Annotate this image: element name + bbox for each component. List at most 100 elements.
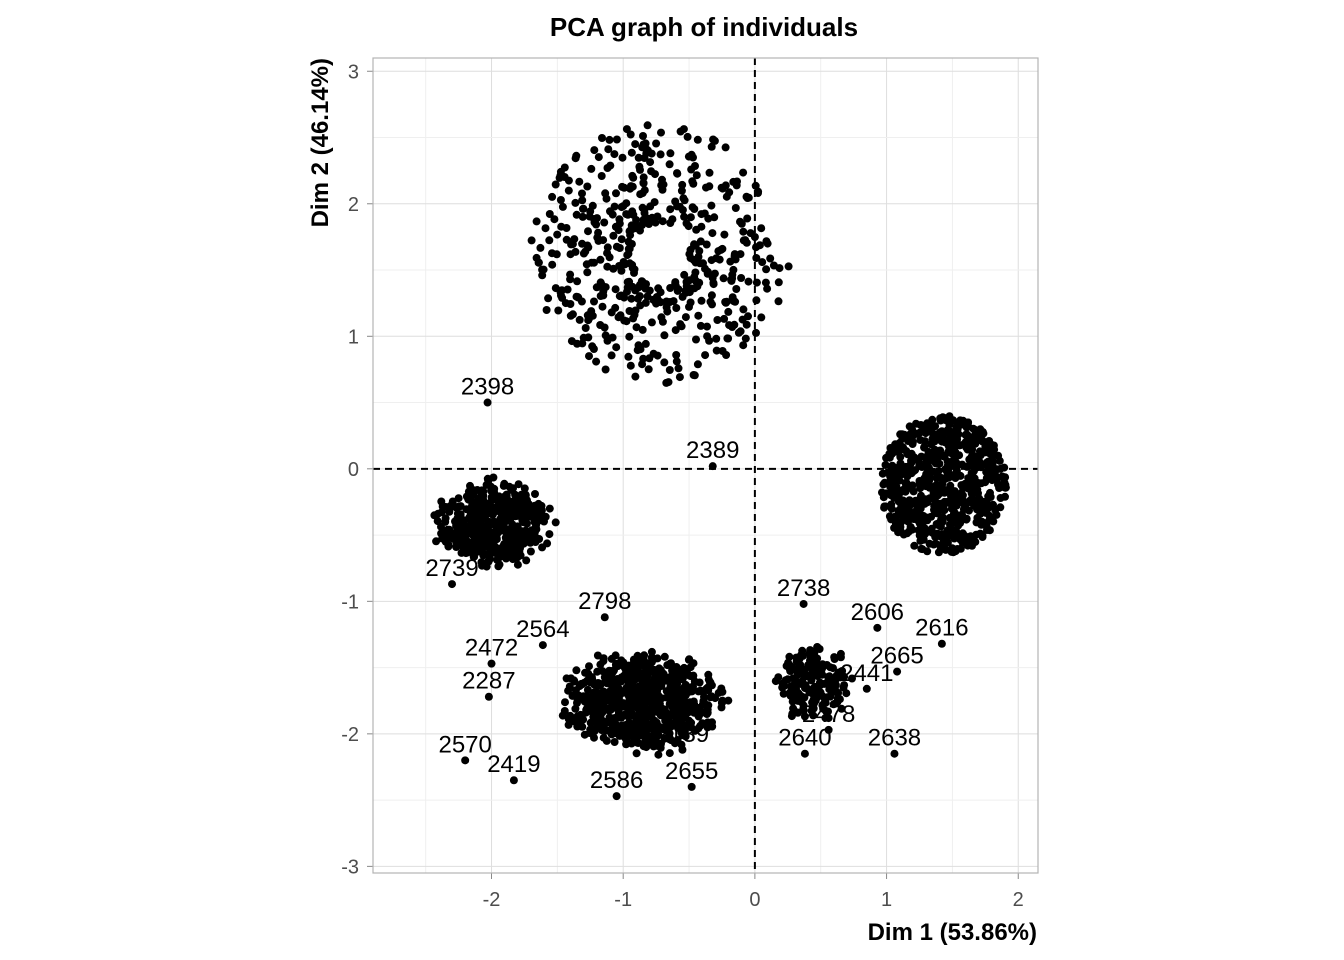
data-point-ring-top [631,140,640,149]
data-point-ring-top [536,243,545,252]
data-point-blob-left [432,537,441,546]
data-point-blob-left [495,492,504,501]
data-point-ring-top [656,298,665,307]
data-point-blob-left [489,473,498,482]
data-point-ring-top [643,121,652,130]
data-point-disc-right [941,465,950,474]
data-point-ring-top [680,270,689,279]
data-point-disc-right [898,497,907,506]
data-point-blob-bottom-right [805,688,814,697]
data-point-blob-left [522,556,531,565]
data-point-ring-top [538,271,547,280]
data-point-ring-top [736,250,745,259]
data-point-ring-top [590,297,598,306]
data-point-ring-top [750,233,759,241]
data-point-ring-top [577,297,586,306]
data-point-blob-bottom [567,674,575,683]
data-point-blob-left [462,527,471,536]
data-point-ring-top [579,249,588,258]
data-point-blob-left [535,535,544,543]
data-point-ring-top [737,274,746,282]
data-point-ring-top [538,265,547,274]
data-point-disc-right [880,478,889,487]
data-point-blob-bottom [584,669,593,678]
data-point-ring-top [725,188,734,197]
data-point-ring-top [657,128,665,137]
data-point-ring-top [594,228,603,237]
data-point-ring-top [583,268,592,277]
data-point-blob-left [487,507,495,515]
data-point-blob-bottom [634,705,643,714]
data-point-disc-right [908,499,917,508]
data-point-blob-bottom [682,683,691,691]
data-point-blob-bottom [617,722,626,731]
data-point-blob-bottom [619,732,628,741]
data-point-ring-top [611,303,620,312]
data-point-ring-top [557,286,566,295]
data-point-ring-top [687,165,696,174]
data-point-ring-top [633,346,642,355]
data-point-ring-top [688,203,697,212]
data-point-blob-bottom-right [809,696,818,705]
y-tick-label: -1 [341,591,359,613]
data-point-blob-left [545,530,554,539]
data-point-disc-right [920,442,929,451]
data-point-ring-top [729,177,738,186]
data-point-ring-top [562,235,571,244]
data-point-ring-top [677,322,686,331]
data-point-disc-right [955,496,964,505]
data-point-disc-right [880,502,889,511]
data-point-ring-top [653,212,662,221]
data-point-ring-top [726,257,735,266]
data-point-ring-top [541,224,550,233]
data-point-blob-left [457,518,466,527]
data-point-disc-right [971,426,980,434]
data-point-ring-top [639,179,648,188]
labeled-point [824,725,833,734]
labeled-point [483,398,492,407]
labeled-point [678,745,687,754]
labeled-point [862,684,871,693]
data-point-ring-top [703,332,712,341]
data-point-blob-left [478,561,486,570]
data-point-blob-bottom [617,700,626,709]
data-point-blob-left [460,534,469,543]
data-point-ring-top [601,283,610,292]
data-point-blob-left [517,492,526,501]
data-point-blob-bottom-right [825,685,834,694]
data-point-ring-top [545,210,554,218]
data-point-blob-bottom-right [837,704,846,713]
data-point-ring-top [587,307,596,316]
data-point-blob-bottom [641,683,650,692]
data-point-blob-bottom [686,663,695,672]
data-point-ring-top [762,265,771,274]
data-point-blob-left [466,494,475,503]
data-point-ring-top [718,184,727,193]
data-point-disc-right [926,450,935,459]
data-point-ring-top [665,298,674,306]
data-point-ring-top [572,210,581,219]
data-point-blob-bottom [654,750,663,759]
data-point-blob-bottom [637,656,646,665]
data-point-blob-bottom [600,673,609,682]
labeled-point [448,580,457,589]
data-point-ring-top [741,236,750,245]
data-point-disc-right [973,478,982,487]
data-point-ring-top [640,186,649,195]
data-point-disc-right [914,512,923,521]
data-point-blob-bottom [571,704,580,713]
data-point-ring-top [696,237,705,246]
data-point-disc-right [908,438,917,446]
data-point-ring-top [752,296,761,305]
data-point-ring-top [642,280,650,289]
data-point-disc-right [983,504,992,513]
data-point-ring-top [581,324,590,332]
data-point-blob-bottom-right [813,643,822,652]
data-point-disc-right [930,482,939,491]
data-point-ring-top [588,201,597,210]
data-point-blob-left [443,525,452,534]
data-point-ring-top [571,198,580,207]
data-point-ring-top [703,322,711,331]
data-point-ring-top [617,291,626,300]
